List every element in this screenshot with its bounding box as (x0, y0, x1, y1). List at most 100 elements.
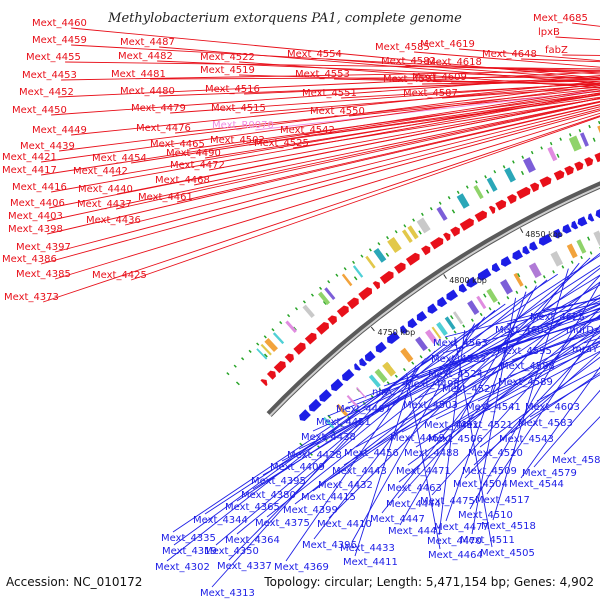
reverse-gene-label[interactable]: Mext_4527 (442, 384, 497, 395)
reverse-gene-label[interactable]: Mext_4579 (522, 468, 577, 479)
forward-gene-label[interactable]: Mext_4487 (120, 37, 175, 48)
forward-gene-label[interactable]: Mext_4450 (12, 105, 67, 116)
forward-gene-label[interactable]: Mext_4403 (8, 211, 63, 222)
forward-gene-label[interactable]: Mext_4472 (170, 160, 225, 171)
forward-gene-label[interactable]: fabZ (545, 45, 568, 56)
forward-gene-label[interactable]: Mext_4551 (302, 88, 357, 99)
reverse-gene-label[interactable]: Mext_4444 (386, 499, 441, 510)
reverse-gene-label[interactable]: Mext_4504 (453, 479, 508, 490)
reverse-gene-label[interactable]: Mext_4433 (340, 543, 395, 554)
reverse-gene-label[interactable]: Mext_4506 (428, 434, 483, 445)
forward-gene-label[interactable]: Mext_4619 (420, 39, 475, 50)
reverse-gene-label[interactable]: Mext_4411 (343, 557, 398, 568)
reverse-gene-label[interactable]: Mext_4533 (431, 354, 486, 365)
forward-gene-label[interactable]: Mext_4385 (16, 269, 71, 280)
reverse-gene-label[interactable]: Mext_4441 (388, 526, 443, 537)
reverse-gene-label[interactable]: Mext_4524 (428, 369, 483, 380)
reverse-gene-label[interactable]: mraY (572, 344, 599, 355)
reverse-gene-label[interactable]: Mext_4410 (317, 519, 372, 530)
forward-gene-label[interactable]: Mext_4519 (200, 65, 255, 76)
forward-gene-label[interactable]: Mext_4618 (427, 57, 482, 68)
reverse-gene-label[interactable]: Mext_4415 (301, 492, 356, 503)
reverse-gene-label[interactable]: nirA (372, 387, 392, 398)
forward-gene-label[interactable]: Mext_4553 (295, 69, 350, 80)
forward-gene-label[interactable]: Mext_4425 (92, 270, 147, 281)
reverse-gene-label[interactable]: Mext_4520 (468, 448, 523, 459)
reverse-gene-label[interactable]: Mext_4505 (480, 548, 535, 559)
forward-gene-label[interactable]: Mext_4468 (155, 175, 210, 186)
reverse-gene-label[interactable]: Mext_4463 (387, 483, 442, 494)
forward-gene-label[interactable]: Mext_4397 (16, 242, 71, 253)
forward-gene-label[interactable]: Mext_4550 (310, 106, 365, 117)
forward-gene-label[interactable]: Mext_4542 (280, 125, 335, 136)
reverse-gene-label[interactable]: Mext_4509 (462, 466, 517, 477)
forward-gene-label[interactable]: Mext_4480 (120, 86, 175, 97)
forward-gene-label[interactable]: Mext_4417 (2, 165, 57, 176)
reverse-gene-label[interactable]: Mext_4428 (287, 450, 342, 461)
reverse-gene-label[interactable]: Mext_4603 (525, 402, 580, 413)
reverse-gene-label[interactable]: Mext_4563 (433, 338, 488, 349)
reverse-gene-label[interactable]: Mext_4438 (301, 432, 356, 443)
reverse-gene-label[interactable]: Mext_4375 (255, 518, 310, 529)
reverse-gene-label[interactable]: Mext_4584 (552, 455, 600, 466)
reverse-gene-label[interactable]: Mext_4589 (498, 377, 553, 388)
reverse-gene-label[interactable]: Mext_4503 (403, 400, 458, 411)
forward-gene-label[interactable]: Mext_4582 (381, 56, 436, 67)
forward-gene-label[interactable]: lpxB (538, 27, 560, 38)
reverse-gene-label[interactable]: Mext_4625 (530, 312, 585, 323)
reverse-gene-label[interactable]: Mext_4395 (251, 476, 306, 487)
forward-gene-label[interactable]: Mext_4439 (20, 141, 75, 152)
reverse-gene-label[interactable]: Mext_4511 (460, 535, 515, 546)
reverse-gene-label[interactable]: Mext_4447 (370, 514, 425, 525)
reverse-gene-label[interactable]: Mext_4364 (225, 535, 280, 546)
reverse-gene-label[interactable]: Mext_4543 (499, 434, 554, 445)
forward-gene-label[interactable]: Mext_4502 (210, 135, 265, 146)
forward-gene-label[interactable]: Mext_4373 (4, 292, 59, 303)
reverse-gene-label[interactable]: Mext_4319 (162, 546, 217, 557)
reverse-gene-label[interactable]: Mext_4335 (161, 533, 216, 544)
reverse-gene-label[interactable]: Mext_4399 (283, 505, 338, 516)
forward-gene-label[interactable]: Mext_4460 (32, 18, 87, 29)
reverse-gene-label[interactable]: Mext_4544 (509, 479, 564, 490)
reverse-gene-label[interactable]: Mext_4469 (390, 433, 445, 444)
forward-gene-label[interactable]: Mext_4437 (77, 199, 132, 210)
reverse-gene-label[interactable]: Mext_4369 (274, 562, 329, 573)
forward-gene-label[interactable]: Mext_4454 (92, 153, 147, 164)
reverse-gene-label[interactable]: Mext_4365 (225, 502, 280, 513)
forward-gene-label[interactable]: Mext_4554 (287, 49, 342, 60)
reverse-gene-label[interactable]: Mext_4313 (200, 588, 255, 599)
reverse-gene-label[interactable]: Mext_4464 (428, 550, 483, 561)
reverse-gene-label[interactable]: murD (566, 325, 594, 336)
reverse-gene-label[interactable]: Mext_4443 (332, 466, 387, 477)
reverse-gene-label[interactable]: Mext_4477 (434, 522, 489, 533)
forward-gene-label[interactable]: Mext_4455 (26, 52, 81, 63)
reverse-gene-label[interactable]: Mext_4521 (458, 420, 513, 431)
reverse-gene-label[interactable]: Mext_4350 (204, 546, 259, 557)
reverse-gene-label[interactable]: Mext_4488 (404, 448, 459, 459)
reverse-gene-label[interactable]: Mext_4337 (217, 561, 272, 572)
forward-gene-label[interactable]: Mext_4436 (86, 215, 141, 226)
forward-gene-label[interactable]: Mext_4459 (32, 35, 87, 46)
reverse-gene-label[interactable]: Mext_4432 (318, 480, 373, 491)
reverse-gene-label[interactable]: Mext_4510 (458, 510, 513, 521)
reverse-gene-label[interactable]: Mext_4409 (270, 462, 325, 473)
forward-gene-label[interactable]: Mext_4585 (375, 42, 430, 53)
forward-gene-label[interactable]: Mext_4490 (166, 148, 221, 159)
forward-gene-label[interactable]: Mext_4479 (131, 103, 186, 114)
reverse-gene-label[interactable]: Mext_4344 (193, 515, 248, 526)
forward-gene-label[interactable]: Mext_4648 (482, 49, 537, 60)
forward-gene-label[interactable]: Mext_4685 (533, 13, 588, 24)
reverse-gene-label[interactable]: Mext_4517 (475, 495, 530, 506)
reverse-gene-label[interactable]: Mext_4541 (466, 402, 521, 413)
forward-gene-label[interactable]: Mext_4453 (22, 70, 77, 81)
forward-gene-label[interactable]: Mext_4461 (138, 192, 193, 203)
forward-gene-label[interactable]: Mext_4465 (150, 139, 205, 150)
forward-gene-label[interactable]: Mext_4476 (136, 123, 191, 134)
forward-gene-label[interactable]: Mext_4581 (383, 74, 438, 85)
forward-gene-label[interactable]: Mext_4398 (8, 224, 63, 235)
reverse-gene-label[interactable]: Mext_4498 (405, 379, 460, 390)
forward-gene-label[interactable]: Mext_4609 (412, 72, 467, 83)
reverse-gene-label[interactable]: Mext_4302 (155, 562, 210, 573)
reverse-gene-label[interactable]: Mext_4518 (481, 521, 536, 532)
forward-gene-label[interactable]: Mext_4515 (211, 103, 266, 114)
